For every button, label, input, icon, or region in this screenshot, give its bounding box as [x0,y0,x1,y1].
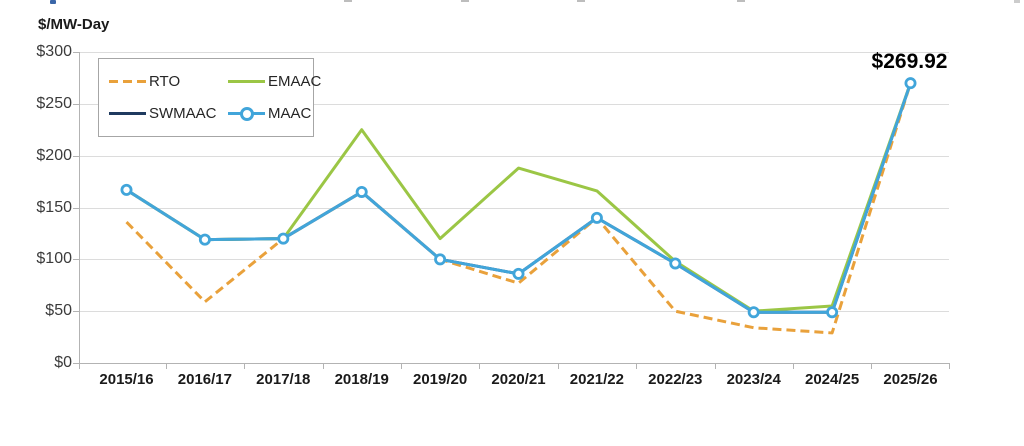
legend-label: RTO [149,72,181,90]
y-axis-tick-label: $150 [36,198,72,216]
maac-data-point-marker [904,77,917,90]
x-axis-tick-label: 2015/16 [99,371,154,388]
maac-marker-icon [239,106,254,121]
cropped-title-fragment [1014,0,1020,3]
y-axis-tick [73,311,79,313]
maac-line-swatch-icon [228,106,265,121]
y-axis-tick-label: $50 [45,302,72,320]
y-axis-tick [73,52,79,53]
cropped-title-fragment [577,0,585,2]
y-axis-tick [73,363,79,364]
series-line-rto [125,82,912,335]
y-axis-tick-label: $300 [36,43,72,60]
y-axis-tick-labels: $300 $250 $200 $150 $100 $50 $0 [0,43,72,371]
maac-data-point-marker [669,257,682,270]
x-axis-tick [165,364,167,369]
maac-data-point-marker [590,211,603,224]
maac-data-point-marker [198,233,211,246]
y-axis-tick-label: $250 [36,94,72,112]
y-axis-tick [73,155,79,157]
x-axis-tick-label: 2021/22 [569,371,625,388]
maac-data-point-marker [120,183,133,196]
x-axis-tick-label: 2025/26 [883,371,938,388]
maac-data-point-marker [826,306,839,319]
gridline [80,155,949,157]
x-axis-tick-labels: 2015/16 2016/17 2017/18 2018/19 2019/20 2020/… [79,371,949,393]
x-axis-tick [479,364,481,369]
x-axis-tick [79,364,80,369]
x-axis-tick [557,364,559,369]
x-axis-line [79,363,950,364]
maac-data-point-marker [277,232,290,245]
cropped-title-fragment [50,0,56,4]
maac-data-point-marker [512,267,525,280]
x-axis-tick [636,364,638,369]
x-axis-tick-label: 2019/20 [412,371,468,388]
x-axis-tick-label: 2023/24 [726,371,781,388]
legend-label: MAAC [268,105,312,123]
legend-item-maac: MAAC [228,105,321,122]
emaac-line-swatch-icon [228,79,265,83]
swmaac-line-swatch-icon [109,112,146,116]
x-axis-tick [871,364,873,369]
gridline [80,207,949,209]
x-axis-tick-label: 2017/18 [256,371,311,388]
x-axis-tick-label: 2020/21 [491,371,546,388]
legend-label: EMAAC [268,72,322,90]
x-axis-tick-label: 2022/23 [648,371,703,388]
maac-data-point-marker [434,253,447,266]
x-axis-tick-label: 2024/25 [804,371,860,388]
x-axis-tick [949,364,950,369]
maac-data-point-marker [747,306,760,319]
legend-label: SWMAAC [149,105,217,123]
x-axis-tick [244,364,246,369]
cropped-title-fragment [344,0,352,2]
rto-line-swatch-icon [109,79,146,83]
gridline [80,52,949,53]
x-axis-tick-label: 2018/19 [334,371,389,388]
cropped-title-fragment [461,0,469,2]
gridline [80,311,949,313]
gridline [80,103,949,105]
price-annotation: $269.92 [871,50,948,74]
y-axis-line [79,52,80,364]
y-axis-tick [73,259,79,261]
y-axis-tick-label: $0 [54,354,72,371]
legend-item-swmaac: SWMAAC [109,105,228,122]
x-axis-tick [792,364,794,369]
y-axis-tick-label: $200 [36,146,72,164]
x-axis-tick [714,364,716,369]
y-axis-tick-label: $100 [36,250,72,268]
legend-item-rto: RTO [109,73,228,90]
cropped-title-fragment [737,0,745,2]
y-axis-unit-label: $/MW-Day [38,16,110,33]
y-axis-tick [73,207,79,209]
legend: RTO EMAAC SWMAAC MAAC [98,58,321,137]
x-axis-tick [322,364,324,369]
x-axis-tick [400,364,402,369]
maac-data-point-marker [355,185,368,198]
legend-item-emaac: EMAAC [228,73,321,90]
gridline [80,259,949,261]
series-plot [120,77,917,335]
x-axis-tick-label: 2016/17 [177,371,233,388]
plot-area [73,52,950,369]
y-axis-tick [73,103,79,105]
